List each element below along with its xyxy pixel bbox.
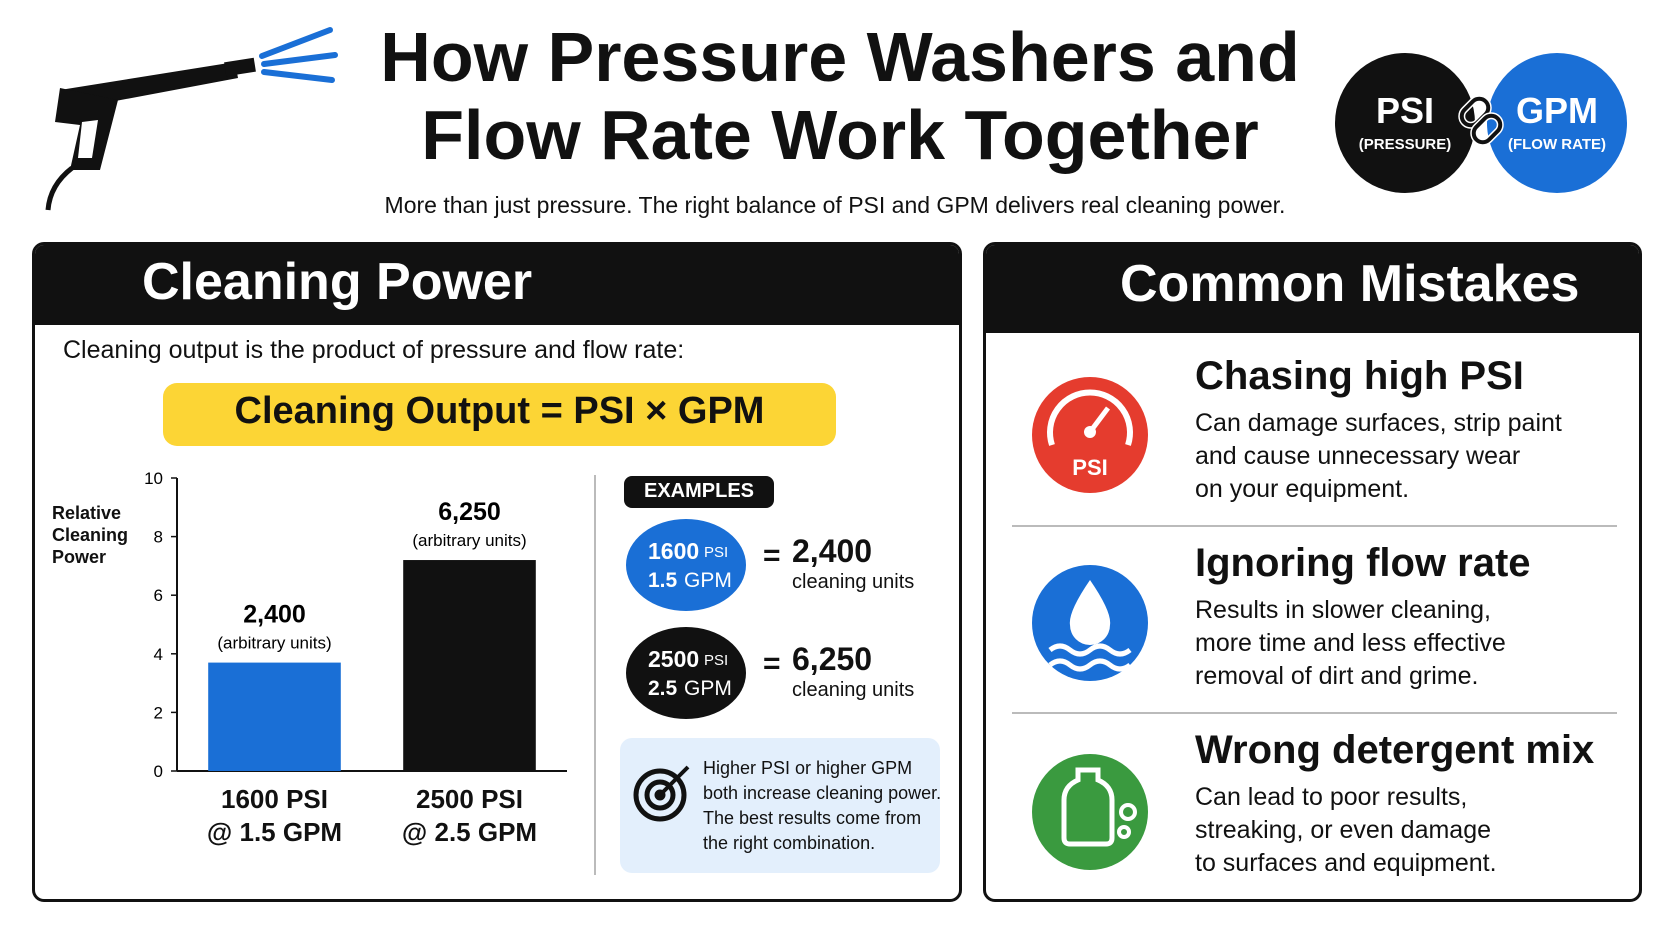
example-unit: PSI (704, 544, 729, 561)
panel-title: Common Mistakes (1120, 255, 1580, 313)
mistake-title: Chasing high PSI (1195, 354, 1524, 398)
example-unit: cleaning units (792, 571, 915, 593)
example-result: 6,250 (792, 641, 873, 677)
y-tick-label: 6 (154, 586, 163, 605)
badge-label: PSI (1375, 90, 1435, 131)
y-tick-label: 10 (144, 469, 163, 488)
example-unit: GPM (684, 569, 732, 592)
badge-caption: (FLOW RATE) (1507, 136, 1607, 153)
x-tick-label: 1600 PSI @ 1.5 GPM (206, 784, 343, 847)
example-unit: cleaning units (792, 679, 915, 701)
example-equals: = (763, 647, 781, 680)
mistake-text: Results in slower cleaning, more time an… (1195, 596, 1506, 690)
bar-annotation: 2,400 (243, 601, 306, 629)
examples-pill (624, 476, 774, 508)
bar (208, 662, 341, 771)
mistake-title: Ignoring flow rate (1195, 541, 1531, 585)
chain-icon (1458, 95, 1504, 146)
panel-title: Cleaning Power (142, 253, 533, 311)
y-tick-label: 0 (154, 762, 163, 781)
formula-pill (163, 383, 836, 446)
mistake-text: Can damage surfaces, strip paint and cau… (1195, 409, 1562, 503)
bar-chart: 0 2 4 6 8 10 2,400 (arbitrary units) 6,250 (arbit… (144, 469, 567, 781)
target-icon (633, 765, 690, 822)
badge-caption: (PRESSURE) (1358, 136, 1452, 153)
bar-note: (arbitrary units) (217, 634, 331, 653)
washer-icon (45, 27, 338, 211)
example-gpm: 1.5 (648, 569, 678, 592)
mistake-icon (1032, 754, 1148, 870)
example-gpm: 2.5 (648, 677, 678, 700)
bar-annotation: 6,250 (438, 498, 501, 526)
intro: Cleaning output is the product of pressu… (63, 336, 685, 364)
bar (403, 560, 536, 771)
tip-box (620, 738, 940, 873)
formula: Cleaning Output = PSI × GPM (234, 390, 765, 432)
y-tick-label: 4 (154, 645, 163, 664)
y-axis-label: Relative Cleaning Power (52, 503, 129, 567)
badge-label: GPM (1515, 90, 1598, 131)
example-equals: = (763, 539, 781, 572)
subtitle: More than just pressure. The right balan… (384, 192, 1286, 218)
example-unit: PSI (704, 652, 729, 669)
right-panel (983, 242, 1642, 902)
tip-text: Higher PSI or higher GPM both increase c… (703, 758, 942, 853)
examples-label: EXAMPLES (643, 480, 755, 502)
icon-label: PSI (1072, 455, 1108, 480)
example-psi: 2500 (648, 646, 700, 672)
mistake-title: Wrong detergent mix (1195, 728, 1595, 772)
example-badge (626, 519, 746, 611)
example-result: 2,400 (792, 533, 873, 569)
example-psi: 1600 (648, 538, 700, 564)
y-tick-label: 2 (154, 703, 163, 722)
bar-note: (arbitrary units) (412, 531, 526, 550)
y-tick-label: 8 (154, 528, 163, 547)
x-tick-label: 2500 PSI @ 2.5 GPM (401, 784, 538, 847)
left-panel (32, 242, 962, 902)
example-badge (626, 627, 746, 719)
psi-badge (1335, 53, 1475, 193)
example-unit: GPM (684, 677, 732, 700)
mistake-text: Can lead to poor results, streaking, or … (1195, 783, 1497, 877)
title: How Pressure Washers and Flow Rate Work … (380, 18, 1300, 174)
gpm-badge (1487, 53, 1627, 193)
